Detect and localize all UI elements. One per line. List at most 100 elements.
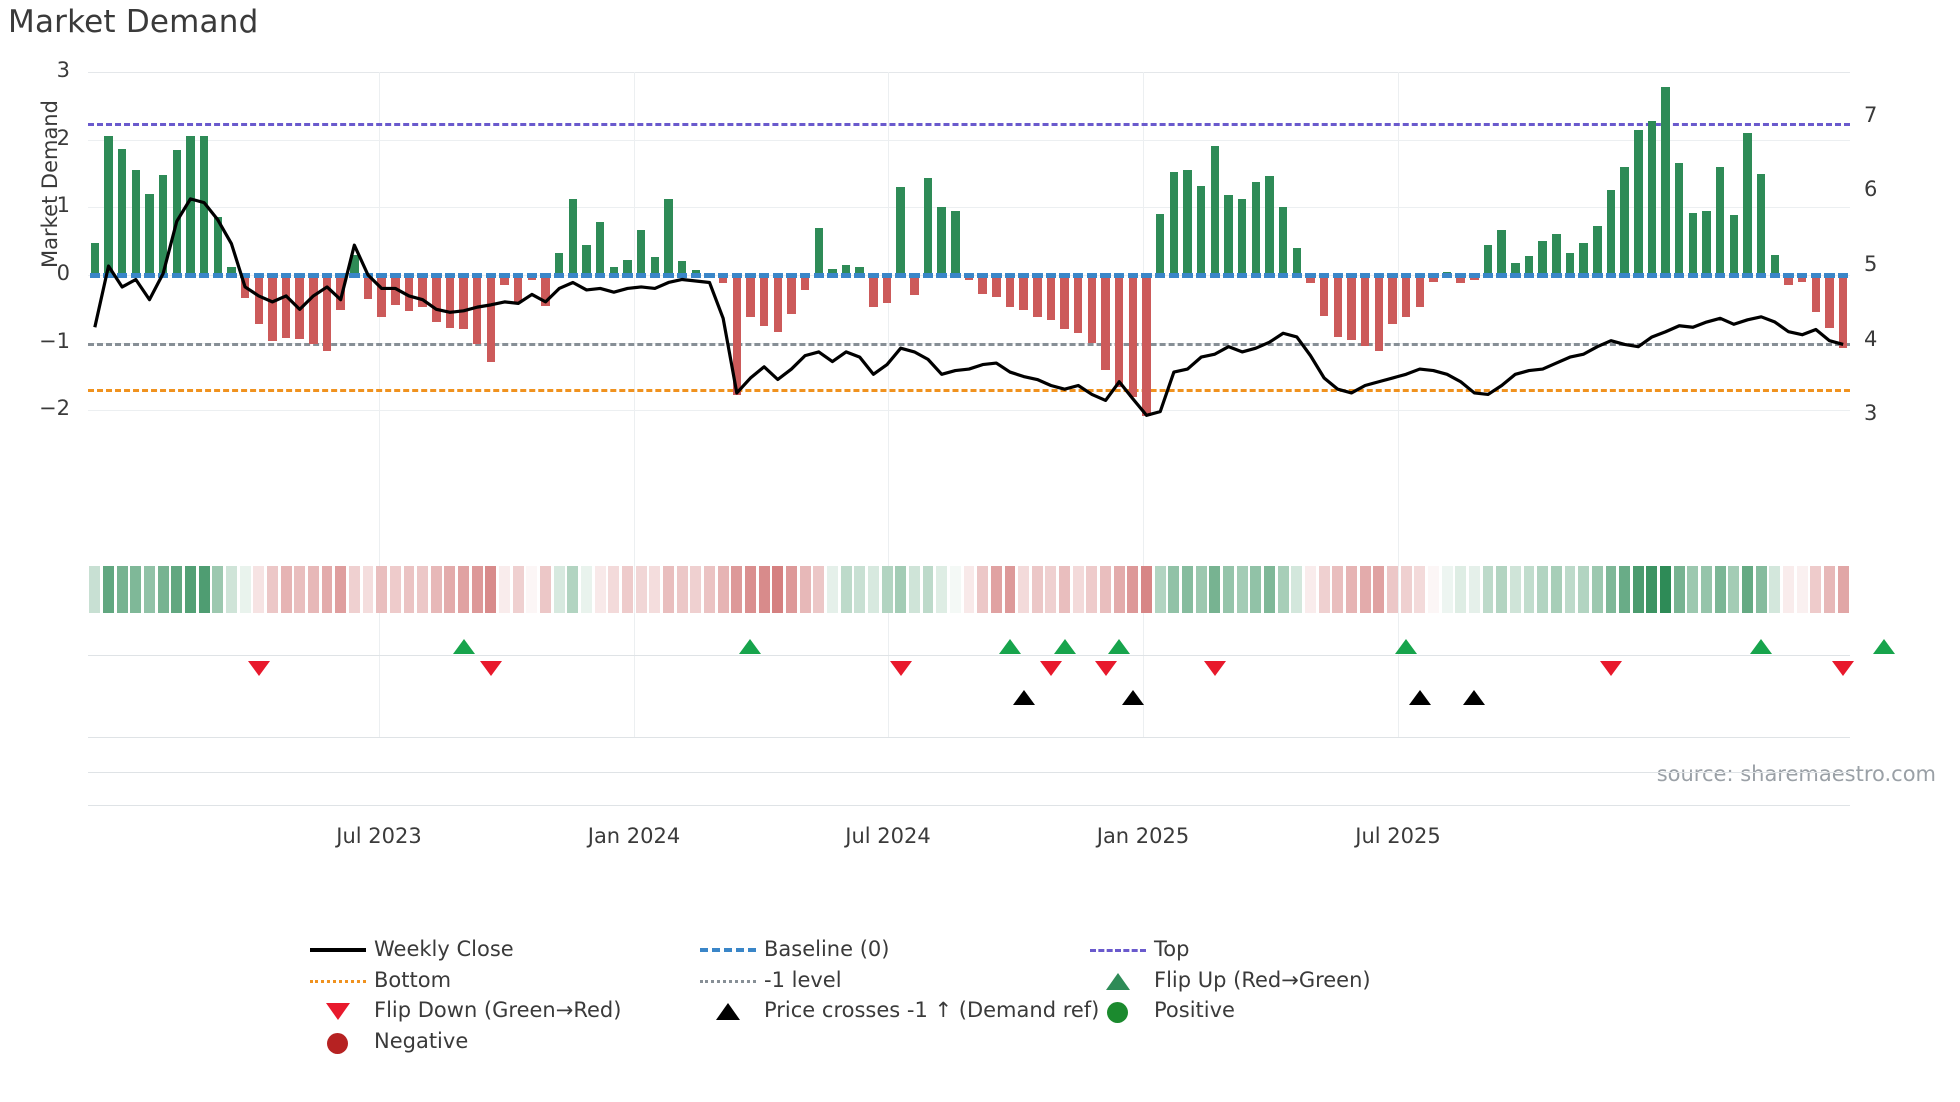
baseline-dash (417, 272, 428, 278)
flip-up-marker[interactable] (452, 639, 475, 654)
flip-down-marker[interactable] (1039, 661, 1062, 676)
legend-item[interactable]: Price crosses -1 ↑ (Demand ref) (690, 991, 1099, 1029)
demand-bar (131, 170, 141, 275)
flip-up-marker[interactable] (1395, 639, 1418, 654)
heatmap-cell (1482, 566, 1494, 613)
heatmap-cell (144, 566, 155, 613)
price-cross-marker[interactable] (1408, 690, 1431, 705)
flip-up-marker[interactable] (1053, 639, 1076, 654)
baseline-dash (1551, 272, 1562, 278)
baseline-dash (321, 272, 333, 278)
flip-down-marker[interactable] (1832, 661, 1855, 676)
flip-up-marker[interactable] (1750, 639, 1773, 654)
heatmap-cell (922, 566, 934, 613)
price-cross-marker[interactable] (1463, 690, 1486, 705)
heatmap-cell (1318, 566, 1330, 613)
legend-item[interactable]: Flip Down (Green→Red) (300, 991, 621, 1029)
baseline-dash (1100, 272, 1111, 278)
demand-bar (1756, 174, 1766, 275)
flip-down-marker[interactable] (479, 661, 502, 676)
flip-up-marker[interactable] (739, 639, 762, 654)
baseline-dash (881, 272, 893, 278)
baseline-dash (1755, 272, 1767, 278)
panel-separator-0 (88, 655, 1850, 656)
y-axis-tick-right-3: 4 (1864, 326, 1878, 351)
legend-item[interactable]: Positive (1080, 991, 1235, 1029)
y-axis-tick-left-1: 2 (56, 125, 70, 150)
heatmap-cell (294, 566, 306, 613)
baseline-dash (376, 272, 387, 278)
heatmap-cell (1223, 566, 1234, 613)
baseline-dash (936, 272, 947, 278)
heatmap-cell (103, 566, 114, 613)
baseline-dash (758, 272, 770, 278)
legend-glyph (690, 991, 764, 1029)
baseline-dash (731, 272, 743, 278)
demand-bar (1019, 274, 1028, 311)
heatmap-cell (1072, 566, 1084, 613)
baseline-dash (171, 272, 182, 278)
heatmap-cell (471, 566, 483, 613)
flip-up-marker[interactable] (1873, 639, 1896, 654)
heatmap-cell (1086, 566, 1098, 613)
legend-item[interactable]: Flip Up (Red→Green) (1080, 961, 1371, 999)
heatmap-cell (116, 566, 128, 613)
demand-bar (1401, 274, 1411, 317)
legend-item[interactable]: -1 level (690, 961, 842, 999)
baseline-dash (1387, 272, 1398, 278)
heatmap-cell (198, 566, 210, 613)
demand-bar (1265, 176, 1274, 275)
heatmap-cell (430, 566, 442, 613)
heatmap-cell (1509, 566, 1521, 613)
heatmap-cell (130, 566, 142, 613)
gridline-y-3 (88, 72, 1850, 73)
heatmap-cell (649, 566, 661, 613)
heatmap-cell (89, 566, 101, 613)
baseline-dash (676, 272, 688, 278)
flip-down-marker[interactable] (889, 661, 912, 676)
demand-bar (309, 274, 318, 344)
legend-glyph (1080, 991, 1154, 1029)
heatmap-cell (1182, 566, 1193, 613)
legend-item[interactable]: Weekly Close (300, 930, 514, 968)
y-axis-tick-left-5: −2 (39, 396, 70, 421)
demand-bar (432, 274, 441, 322)
heatmap-cell (1031, 566, 1043, 613)
flip-up-marker[interactable] (998, 639, 1021, 654)
legend-item[interactable]: Top (1080, 930, 1189, 968)
legend-item[interactable]: Negative (300, 1022, 468, 1060)
gridline-y-1 (88, 207, 1850, 209)
baseline-dash (1783, 272, 1794, 278)
legend-glyph (1080, 961, 1154, 999)
price-cross-marker[interactable] (1012, 690, 1035, 705)
demand-bar (1647, 120, 1657, 275)
flip-down-marker[interactable] (247, 661, 270, 676)
heatmap-cell (1113, 566, 1125, 613)
baseline-dash (431, 272, 442, 278)
flip-down-marker[interactable] (1599, 661, 1622, 676)
reference-line-top (88, 122, 1850, 126)
legend-item[interactable]: Bottom (300, 961, 451, 999)
baseline-dash (1687, 272, 1699, 278)
baseline-dash (1824, 272, 1835, 278)
demand-bar (1579, 242, 1588, 275)
price-cross-marker[interactable] (1121, 690, 1144, 705)
flip-up-marker[interactable] (1108, 639, 1131, 654)
demand-bar (869, 274, 878, 308)
demand-bar (199, 136, 209, 275)
demand-bar (882, 274, 892, 304)
demand-bar (1661, 86, 1670, 275)
heatmap-cell (908, 566, 920, 613)
flip-down-marker[interactable] (1203, 661, 1226, 676)
baseline-dash (472, 272, 483, 278)
heatmap-cell (1550, 566, 1562, 613)
demand-bar (1620, 166, 1629, 275)
demand-bar (281, 274, 291, 338)
baseline-dash (185, 272, 196, 278)
demand-bar (1688, 212, 1698, 275)
heatmap-cell (1783, 566, 1794, 613)
demand-bar (951, 210, 960, 275)
flip-down-marker[interactable] (1094, 661, 1117, 676)
baseline-dash (1073, 272, 1084, 278)
legend-item[interactable]: Baseline (0) (690, 930, 889, 968)
